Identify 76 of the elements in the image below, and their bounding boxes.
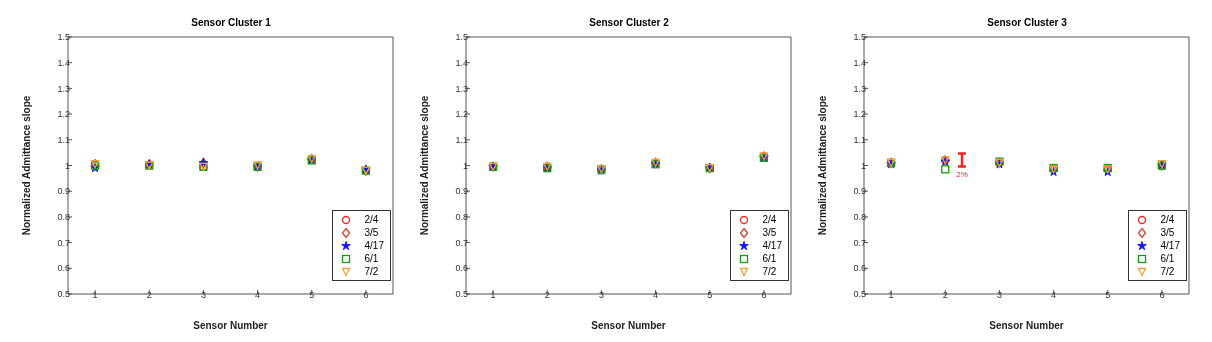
y-tick-label: 1: [860, 160, 866, 171]
legend-label: 2/4: [364, 214, 379, 225]
y-tick-label: 1.1: [455, 134, 468, 145]
y-tick-label: 1.3: [853, 83, 866, 94]
x-axis-title: Sensor Number: [989, 320, 1064, 332]
legend-label: 6/1: [1160, 253, 1175, 264]
x-tick-label: 2: [544, 290, 550, 301]
y-tick-label: 0.8: [853, 212, 866, 223]
y-tick-label: 1.5: [57, 32, 70, 43]
legend-label: 4/17: [762, 240, 782, 251]
y-tick-label: 0.9: [57, 186, 70, 197]
legend-label: 4/17: [1160, 240, 1180, 251]
legend-label: 6/1: [762, 253, 777, 264]
y-tick-label: 0.5: [455, 289, 468, 300]
y-axis-title: Normalized Admittance slope: [20, 95, 32, 236]
y-tick-label: 0.9: [853, 186, 866, 197]
x-tick-label: 6: [363, 290, 369, 301]
y-tick-label: 0.6: [57, 263, 70, 274]
x-tick-label: 5: [309, 290, 315, 301]
x-tick-label: 6: [761, 290, 767, 301]
y-tick-label: 1.4: [57, 57, 70, 68]
y-tick-label: 1.4: [455, 57, 468, 68]
legend-label: 7/2: [762, 266, 777, 277]
y-tick-label: 1.1: [57, 134, 70, 145]
y-tick-label: 1.2: [853, 109, 866, 120]
legend-label: 3/5: [364, 227, 379, 238]
y-tick-label: 1.4: [853, 57, 866, 68]
y-tick-label: 0.7: [853, 237, 866, 248]
y-tick-label: 0.5: [57, 289, 70, 300]
legend-label: 7/2: [1160, 266, 1175, 277]
x-tick-label: 4: [255, 290, 261, 301]
legend-label: 3/5: [762, 227, 777, 238]
x-tick-label: 2: [146, 290, 152, 301]
x-axis-title: Sensor Number: [193, 320, 268, 332]
y-tick-label: 1.1: [853, 134, 866, 145]
y-tick-label: 1: [462, 160, 468, 171]
x-axis-title: Sensor Number: [591, 320, 666, 332]
x-tick-label: 3: [996, 290, 1002, 301]
x-tick-label: 5: [1105, 290, 1111, 301]
x-tick-label: 1: [888, 290, 894, 301]
y-tick-label: 0.6: [853, 263, 866, 274]
x-tick-label: 6: [1159, 290, 1165, 301]
y-axis-title: Normalized Admittance slope: [816, 95, 828, 236]
chart-title: Sensor Cluster 2: [588, 16, 670, 30]
x-tick-label: 2: [942, 290, 948, 301]
y-tick-label: 1.2: [455, 109, 468, 120]
y-axis-title: Normalized Admittance slope: [418, 95, 430, 236]
y-tick-label: 1.2: [57, 109, 70, 120]
y-tick-label: 0.5: [853, 289, 866, 300]
y-tick-label: 0.6: [455, 263, 468, 274]
x-tick-label: 3: [200, 290, 206, 301]
legend-label: 2/4: [762, 214, 777, 225]
y-tick-label: 0.7: [57, 237, 70, 248]
y-tick-label: 0.7: [455, 237, 468, 248]
legend-label: 7/2: [364, 266, 379, 277]
x-tick-label: 1: [92, 290, 98, 301]
legend-label: 4/17: [364, 240, 384, 251]
y-tick-label: 0.8: [57, 212, 70, 223]
y-tick-label: 0.8: [455, 212, 468, 223]
x-tick-label: 3: [598, 290, 604, 301]
legend-label: 2/4: [1160, 214, 1175, 225]
y-tick-label: 1.5: [455, 32, 468, 43]
x-tick-label: 4: [1051, 290, 1057, 301]
x-tick-label: 1: [490, 290, 496, 301]
legend-label: 6/1: [364, 253, 379, 264]
chart-title: Sensor Cluster 1: [190, 16, 272, 30]
y-tick-label: 1: [64, 160, 70, 171]
x-tick-label: 4: [653, 290, 659, 301]
y-tick-label: 0.9: [455, 186, 468, 197]
y-tick-label: 1.5: [853, 32, 866, 43]
legend-label: 3/5: [1160, 227, 1175, 238]
y-tick-label: 1.3: [57, 83, 70, 94]
annotation: 2%: [955, 170, 969, 179]
y-tick-label: 1.3: [455, 83, 468, 94]
x-tick-label: 5: [707, 290, 713, 301]
chart-title: Sensor Cluster 3: [986, 16, 1068, 30]
